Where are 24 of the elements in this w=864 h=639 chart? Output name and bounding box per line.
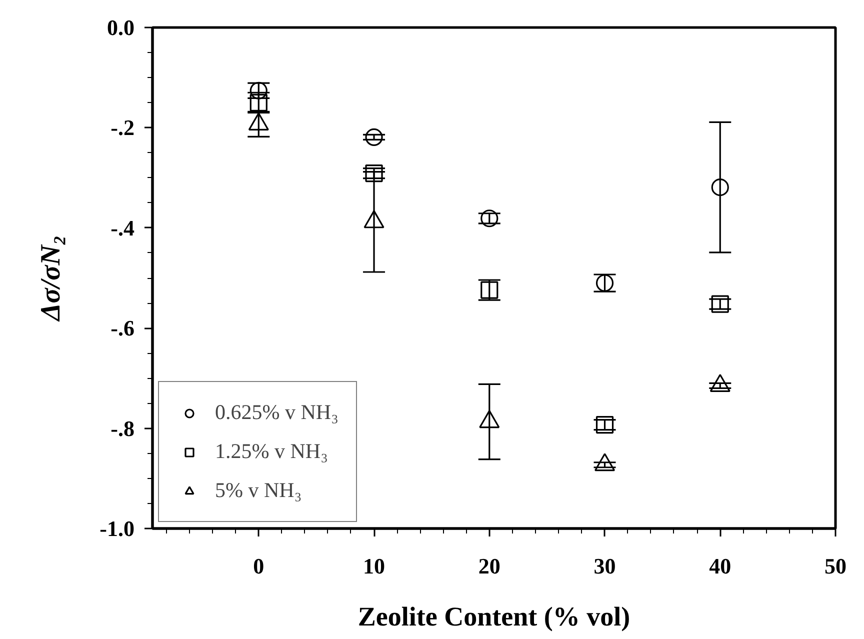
- point: [596, 416, 614, 434]
- y-tick-label: -1.0: [100, 516, 134, 541]
- y-tick-label: -.2: [110, 115, 134, 140]
- x-tick-label: 10: [363, 554, 386, 578]
- point: [365, 128, 383, 146]
- point: [480, 210, 498, 228]
- legend-label: 0.625% v NH₃: [215, 400, 338, 425]
- x-axis-title: Zeolite Content (% vol): [358, 602, 630, 632]
- point: [711, 178, 729, 196]
- x-tick-label: 40: [709, 554, 732, 578]
- legend-label: 1.25% v NH₃: [215, 439, 328, 464]
- y-tick-label: -.8: [110, 416, 134, 441]
- point: [365, 164, 383, 182]
- y-tick-label: 0.0: [107, 15, 134, 40]
- y-axis-title: Δσ/σN₂: [36, 235, 67, 322]
- legend-label: 5% v NH₃: [215, 478, 302, 503]
- y-tick-label: -.6: [110, 316, 134, 341]
- point: [711, 295, 729, 313]
- x-tick-label: 0: [253, 554, 264, 578]
- x-tick-label: 20: [478, 554, 500, 578]
- y-tick-label: -.4: [110, 215, 134, 240]
- x-tick-label: 50: [824, 554, 846, 578]
- x-tick-label: 30: [594, 554, 616, 578]
- point: [596, 274, 614, 292]
